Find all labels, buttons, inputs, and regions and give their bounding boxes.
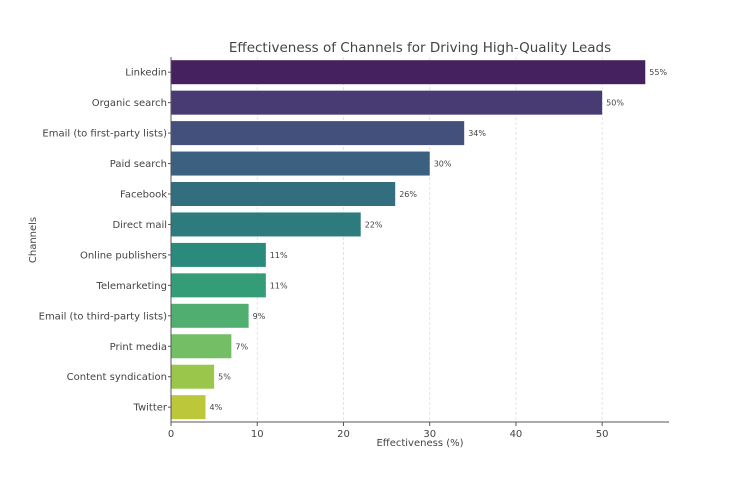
category-label: Email (to third-party lists) (39, 311, 167, 322)
category-label: Content syndication (67, 372, 167, 383)
x-tick-label: 40 (510, 429, 523, 440)
data-label: 4% (209, 403, 222, 412)
data-label: 9% (253, 312, 266, 321)
bar-telemarketing (171, 273, 266, 298)
bar-paid-search (171, 151, 430, 176)
x-tick-label: 30 (423, 429, 436, 440)
bar-facebook (171, 182, 396, 206)
data-label: 22% (365, 220, 383, 229)
category-label: Twitter (132, 403, 167, 414)
category-label: Facebook (120, 190, 167, 201)
x-tick-label: 20 (337, 429, 350, 440)
data-label: 50% (606, 99, 624, 108)
category-label: Online publishers (80, 250, 167, 261)
bar-direct-mail (171, 212, 361, 237)
data-label: 55% (649, 68, 667, 77)
x-axis-label: Effectiveness (%) (376, 438, 463, 449)
bar-online-publishers (171, 242, 266, 267)
data-label: 11% (270, 251, 288, 260)
category-label: Telemarketing (96, 281, 167, 292)
data-label: 11% (270, 281, 288, 290)
category-label: Linkedin (125, 68, 167, 79)
bar-email-to-third-party-lists- (171, 303, 249, 328)
x-tick-label: 10 (251, 429, 264, 440)
category-label: Organic search (92, 98, 167, 109)
data-label: 5% (218, 373, 231, 382)
category-label: Direct mail (112, 220, 167, 231)
bar-twitter (171, 395, 206, 420)
data-label: 34% (468, 129, 486, 138)
data-label: 7% (235, 342, 248, 351)
data-label: 26% (399, 190, 417, 199)
x-tick-label: 50 (596, 429, 609, 440)
bar-organic-search (171, 90, 603, 115)
data-label: 30% (434, 160, 452, 169)
x-tick-label: 0 (168, 429, 174, 440)
bar-linkedin (171, 60, 646, 85)
category-label: Print media (110, 342, 167, 353)
category-label: Email (to first-party lists) (42, 129, 167, 140)
bar-content-syndication (171, 364, 215, 389)
y-axis-label: Channels (28, 217, 39, 263)
chart-title: Effectiveness of Channels for Driving Hi… (229, 40, 611, 56)
bar-email-to-first-party-lists- (171, 121, 465, 146)
bar-print-media (171, 334, 232, 359)
category-label: Paid search (110, 159, 167, 170)
